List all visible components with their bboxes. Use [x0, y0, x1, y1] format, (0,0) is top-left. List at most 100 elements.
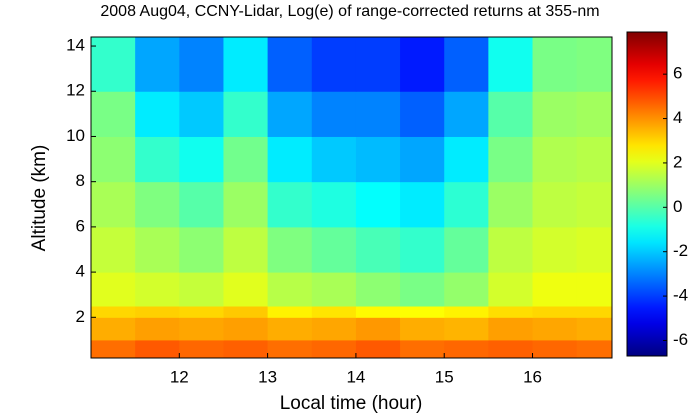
- heatmap-cell: [355, 181, 401, 228]
- colorbar-tick-label: 4: [673, 108, 682, 127]
- heatmap-cell: [135, 317, 180, 341]
- heatmap-cell: [355, 91, 401, 137]
- chart-title: 2008 Aug04, CCNY-Lidar, Log(e) of range-…: [100, 3, 599, 20]
- heatmap-cell: [311, 136, 357, 183]
- heatmap-cell: [400, 226, 445, 273]
- heatmap-cell: [488, 306, 534, 318]
- heatmap-cell: [444, 226, 489, 273]
- heatmap-cell: [532, 226, 578, 273]
- heatmap-cell: [223, 306, 269, 318]
- heatmap-cell: [179, 272, 224, 307]
- heatmap-cell: [400, 339, 445, 359]
- colorbar-tick-label: -2: [673, 241, 688, 260]
- heatmap-cell: [532, 339, 578, 359]
- heatmap-cell: [355, 317, 401, 341]
- heatmap-cell: [311, 226, 357, 273]
- heatmap-cell: [576, 136, 613, 183]
- heatmap-cell: [91, 226, 136, 273]
- heatmap-cell: [91, 317, 136, 341]
- heatmap-cell: [267, 91, 313, 137]
- heatmap-cell: [488, 272, 534, 307]
- heatmap-cell: [267, 181, 313, 228]
- heatmap-cell: [179, 339, 224, 359]
- heatmap-cell: [135, 226, 180, 273]
- heatmap-cell: [400, 306, 445, 318]
- heatmap-cell: [532, 37, 578, 92]
- heatmap-cell: [311, 181, 357, 228]
- heatmap-cell: [400, 317, 445, 341]
- heatmap-cell: [488, 339, 534, 359]
- heatmap-cell: [444, 91, 489, 137]
- heatmap-cell: [311, 339, 357, 359]
- heatmap-cell: [400, 136, 445, 183]
- heatmap-cell: [311, 272, 357, 307]
- heatmap-cell: [444, 272, 489, 307]
- heatmap-cell: [311, 91, 357, 137]
- heatmap-cell: [179, 226, 224, 273]
- heatmap-cell: [444, 136, 489, 183]
- y-tick-label: 12: [66, 81, 85, 100]
- heatmap-cell: [267, 317, 313, 341]
- heatmap-cell: [355, 272, 401, 307]
- heatmap-cell: [223, 181, 269, 228]
- heatmap-cell: [267, 306, 313, 318]
- heatmap-cell: [179, 317, 224, 341]
- heatmap-cell: [444, 317, 489, 341]
- heatmap-cell: [400, 91, 445, 137]
- heatmap-cell: [488, 226, 534, 273]
- heatmap-cell: [135, 37, 180, 92]
- heatmap-cell: [488, 136, 534, 183]
- heatmap-cell: [135, 181, 180, 228]
- heatmap-cell: [91, 91, 136, 137]
- heatmap-cell: [444, 339, 489, 359]
- heatmap-cell: [488, 91, 534, 137]
- heatmap-cell: [267, 339, 313, 359]
- heatmap-cell: [135, 339, 180, 359]
- colorbar-tick-label: 2: [673, 152, 682, 171]
- y-tick-label: 8: [76, 171, 85, 190]
- colorbar: [626, 31, 668, 357]
- heatmap-cell: [267, 37, 313, 92]
- heatmap-cell: [576, 306, 613, 318]
- heatmap-cell: [179, 136, 224, 183]
- heatmap-cell: [135, 91, 180, 137]
- heatmap-cell: [576, 181, 613, 228]
- heatmap-cell: [355, 226, 401, 273]
- heatmap-cell: [532, 136, 578, 183]
- heatmap-cell: [223, 317, 269, 341]
- heatmap-cell: [355, 37, 401, 92]
- heatmap-cell: [532, 317, 578, 341]
- y-axis-label: Altitude (km): [29, 145, 50, 252]
- y-tick-label: 10: [66, 126, 85, 145]
- x-axis-label: Local time (hour): [280, 393, 423, 414]
- heatmap-cell: [223, 136, 269, 183]
- x-tick-label: 15: [435, 367, 454, 386]
- heatmap-cell: [488, 317, 534, 341]
- heatmap-cell: [135, 272, 180, 307]
- heatmap-cell: [311, 306, 357, 318]
- heatmap-cell: [400, 181, 445, 228]
- heatmap-cell: [91, 272, 136, 307]
- x-tick-label: 12: [170, 367, 189, 386]
- heatmap-cell: [267, 226, 313, 273]
- heatmap-cell: [135, 136, 180, 183]
- heatmap-cell: [355, 306, 401, 318]
- heatmap-cell: [223, 272, 269, 307]
- y-tick-label: 14: [66, 36, 85, 55]
- heatmap-cell: [576, 339, 613, 359]
- heatmap-cell: [267, 272, 313, 307]
- heatmap-cell: [311, 317, 357, 341]
- heatmap-cell: [179, 181, 224, 228]
- heatmap-cell: [311, 37, 357, 92]
- heatmap-cell: [488, 37, 534, 92]
- heatmap-cell: [444, 37, 489, 92]
- heatmap-cell: [355, 339, 401, 359]
- colorbar-tick-label: 6: [673, 64, 682, 83]
- y-tick-label: 2: [76, 307, 85, 326]
- plot-frame: [90, 36, 613, 359]
- heatmap-cell: [532, 91, 578, 137]
- heatmap-cell: [488, 181, 534, 228]
- x-tick-label: 13: [258, 367, 277, 386]
- colorbar-tick-label: -6: [673, 330, 688, 349]
- heatmap-cell: [91, 339, 136, 359]
